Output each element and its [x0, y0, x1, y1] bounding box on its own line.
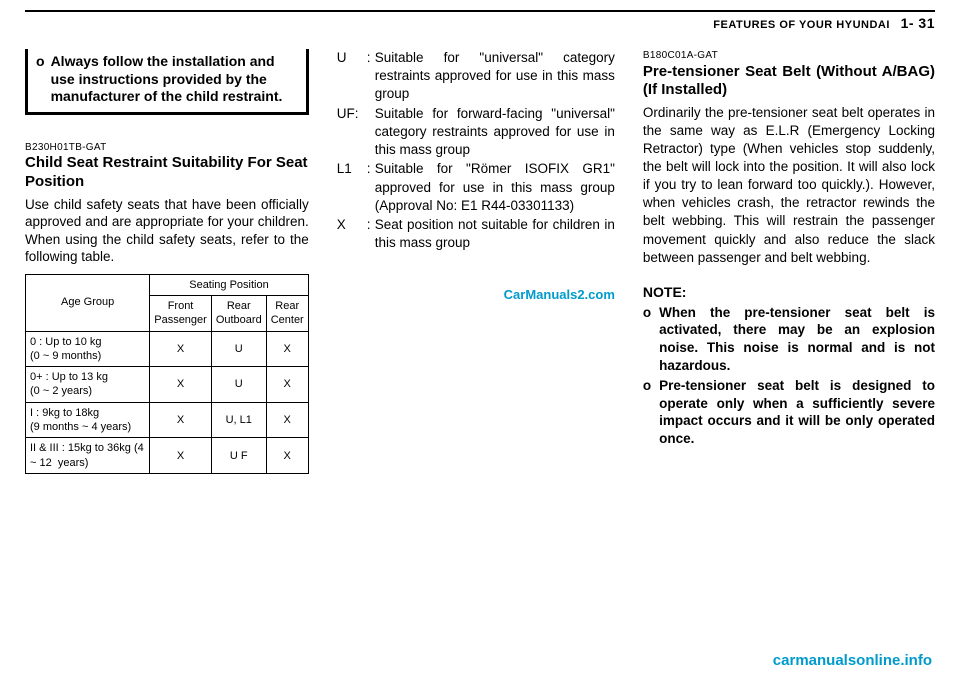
note-item-text: When the pre-tensioner seat belt is acti… — [659, 304, 935, 375]
table-cell: U — [211, 331, 266, 367]
table-row: 0+ : Up to 13 kg(0 ~ 2 years) — [26, 367, 150, 403]
note-bullet: o — [643, 304, 651, 375]
table-cell: X — [266, 367, 308, 403]
section1-para: Use child safety seats that have been of… — [25, 196, 309, 266]
def-text: Suitable for "universal" category restra… — [375, 49, 615, 104]
table-cell: X — [150, 402, 212, 438]
section1-code: B230H01TB-GAT — [25, 141, 309, 155]
def-text: Suitable for forward-facing "universal" … — [375, 105, 615, 160]
note-title: NOTE: — [643, 283, 935, 302]
th-c3: RearCenter — [266, 295, 308, 331]
page-header: FEATURES OF YOUR HYUNDAI 1- 31 — [25, 15, 935, 31]
def-text: Seat position not suitable for children … — [375, 216, 615, 252]
warning-bullet: o — [36, 53, 45, 106]
table-row: II & III : 15kg to 36kg (4 ~ 12 years) — [26, 438, 150, 474]
table-row: 0 : Up to 10 kg(0 ~ 9 months) — [26, 331, 150, 367]
section3-code: B180C01A-GAT — [643, 49, 935, 63]
section3-para: Ordinarily the pre-tensioner seat belt o… — [643, 104, 935, 267]
table-cell: X — [150, 438, 212, 474]
warning-box: o Always follow the installation and use… — [25, 49, 309, 115]
table-row: I : 9kg to 18kg(9 months ~ 4 years) — [26, 402, 150, 438]
table-cell: U — [211, 367, 266, 403]
definitions: U : Suitable for "universal" category re… — [337, 49, 615, 252]
section3-title: Pre-tensioner Seat Belt (Without A/BAG) … — [643, 63, 935, 101]
th-age: Age Group — [26, 274, 150, 331]
def-text: Suitable for "Römer ISOFIX GR1" approved… — [375, 160, 615, 215]
table-cell: X — [150, 367, 212, 403]
note-item-text: Pre-tensioner seat belt is designed to o… — [659, 377, 935, 448]
table-cell: U F — [211, 438, 266, 474]
def-key: L1 — [337, 160, 367, 215]
def-key: UF: — [337, 105, 367, 160]
table-cell: X — [150, 331, 212, 367]
def-key: X — [337, 216, 367, 252]
table-cell: X — [266, 438, 308, 474]
th-c1: FrontPassenger — [150, 295, 212, 331]
footer-link[interactable]: carmanualsonline.info — [773, 652, 932, 669]
header-section: FEATURES OF YOUR HYUNDAI — [713, 19, 890, 31]
section1-title: Child Seat Restraint Suitability For Sea… — [25, 154, 309, 192]
watermark: CarManuals2.com — [337, 286, 615, 304]
warning-text: Always follow the installation and use i… — [51, 53, 298, 106]
table-cell: X — [266, 402, 308, 438]
seat-table: Age Group Seating Position FrontPassenge… — [25, 274, 309, 474]
header-page: 1- 31 — [901, 15, 935, 31]
def-key: U — [337, 49, 367, 104]
th-seating: Seating Position — [150, 274, 309, 295]
th-c2: RearOutboard — [211, 295, 266, 331]
table-cell: U, L1 — [211, 402, 266, 438]
note-bullet: o — [643, 377, 651, 448]
table-cell: X — [266, 331, 308, 367]
note-list: o When the pre-tensioner seat belt is ac… — [643, 304, 935, 449]
